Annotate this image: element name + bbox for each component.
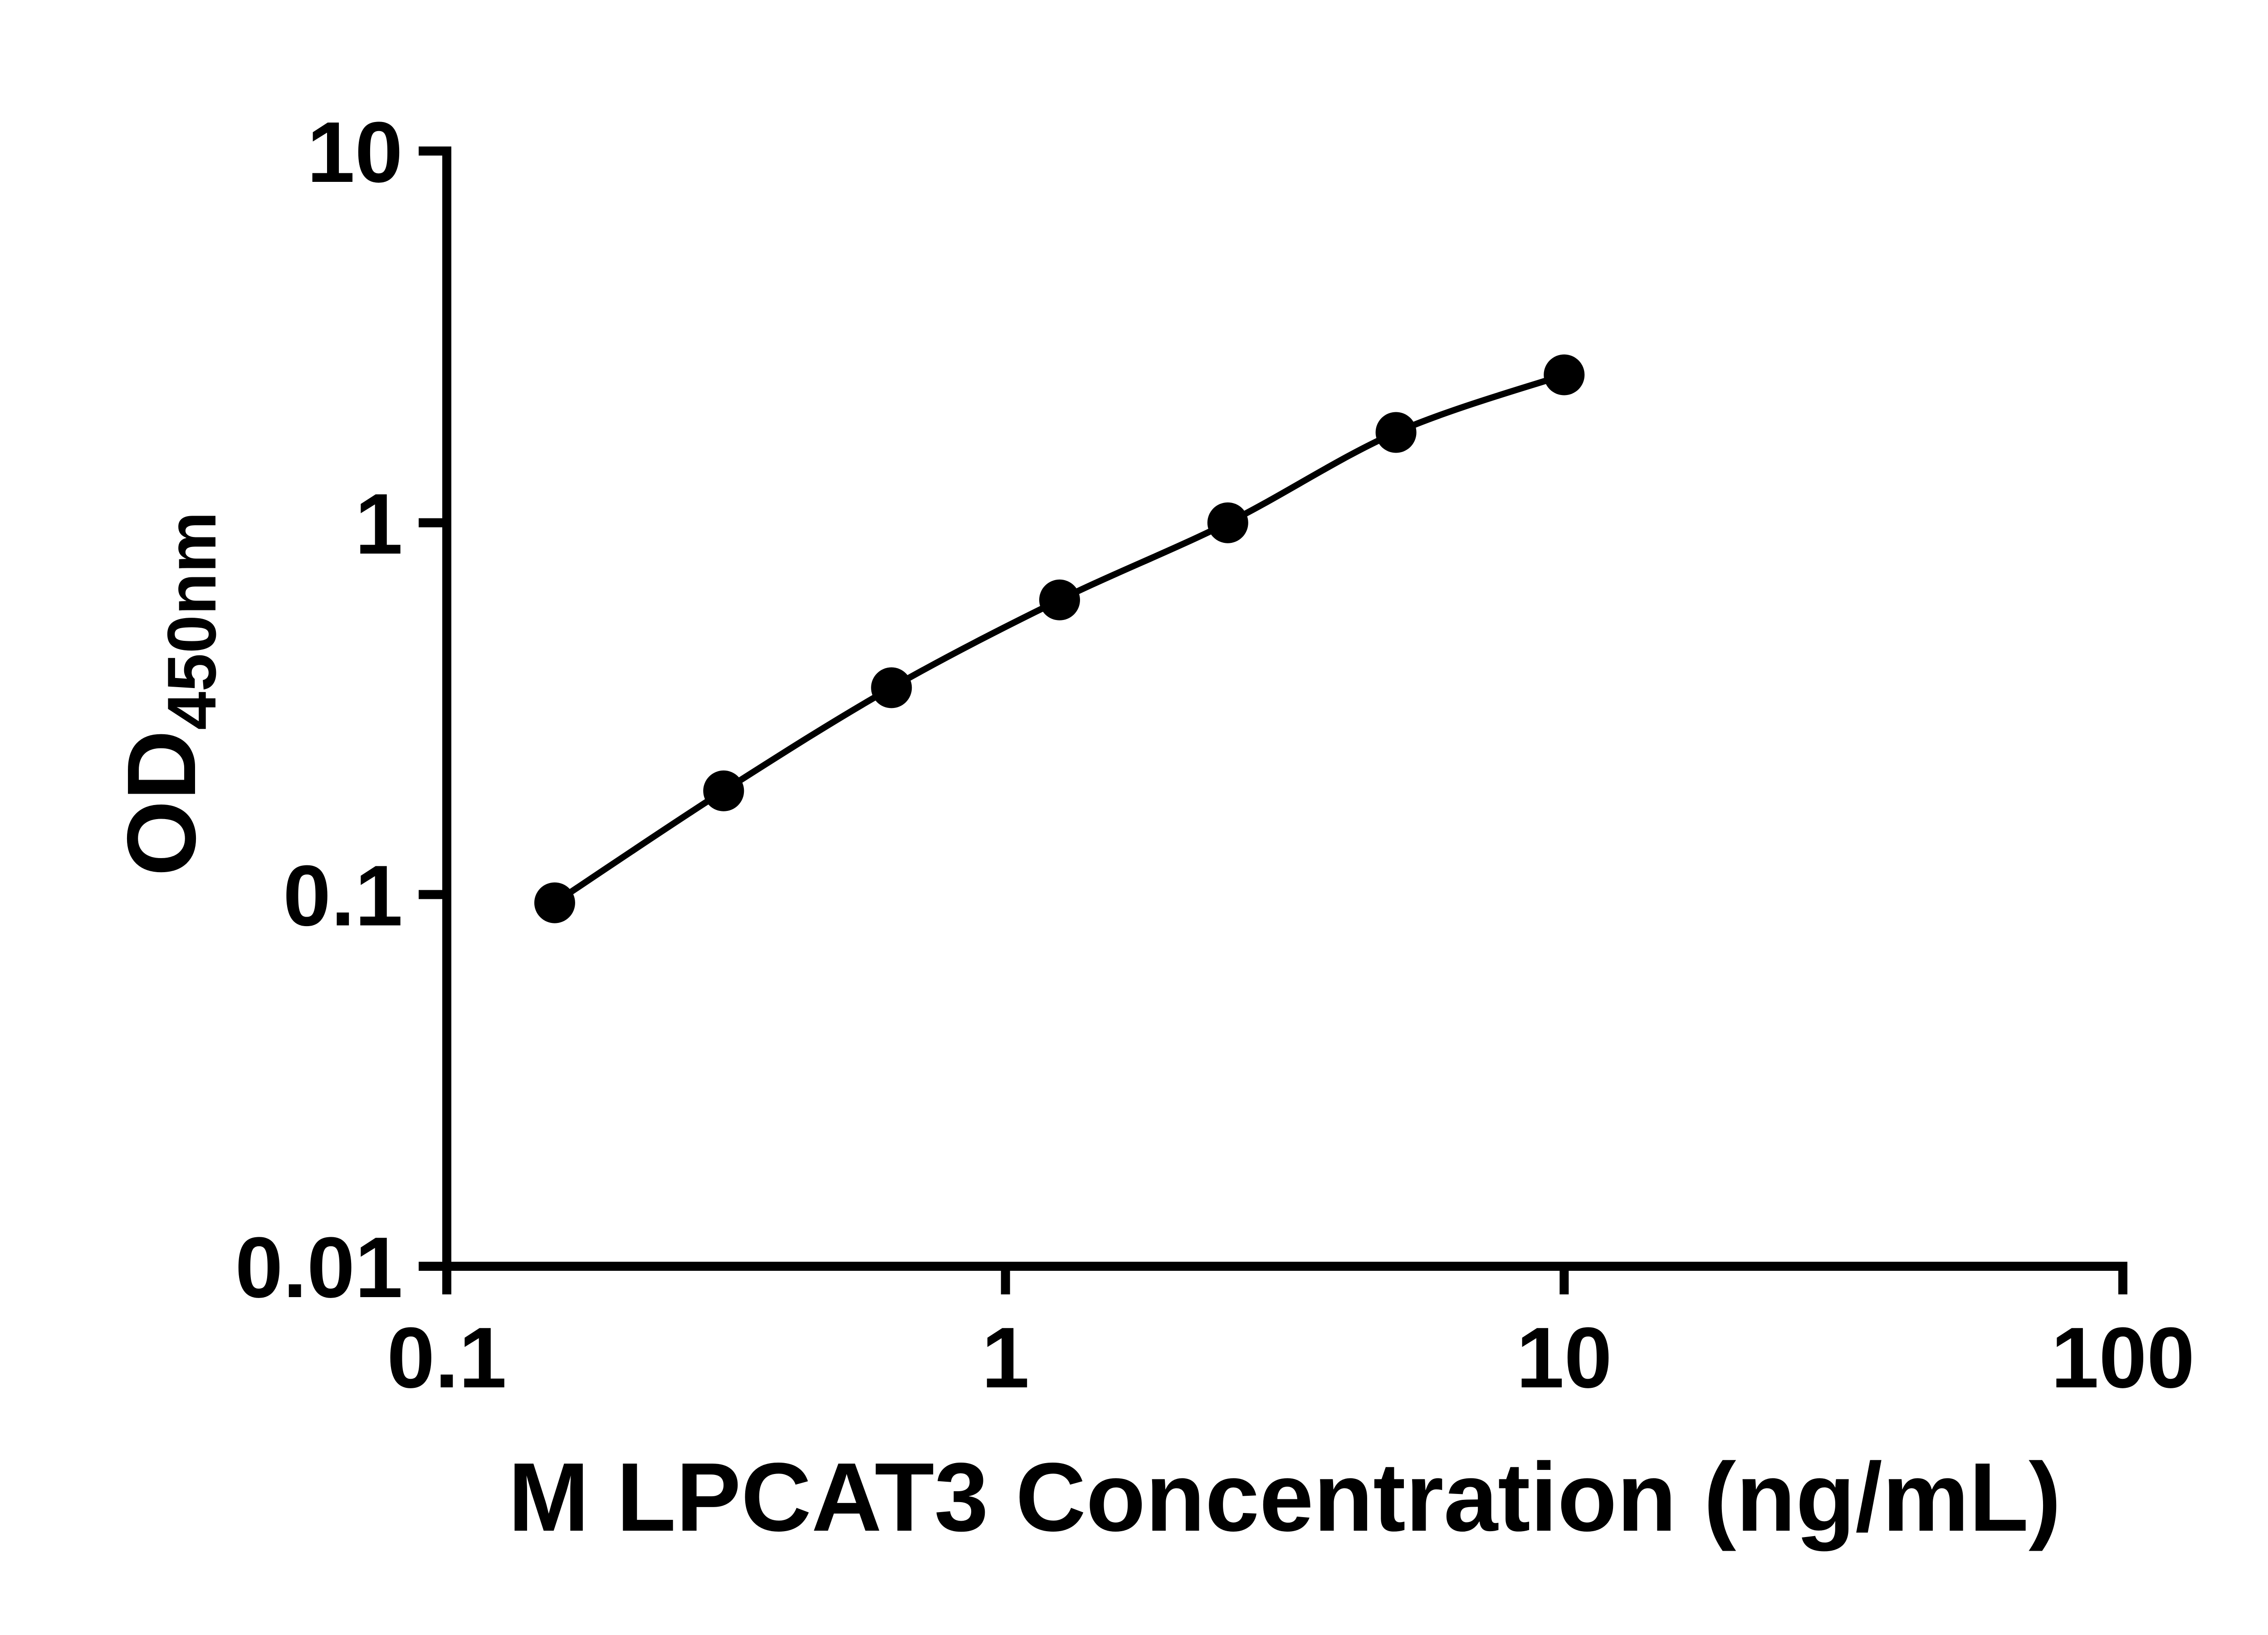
data-point-marker (703, 770, 744, 811)
y-axis-title-main: OD (107, 730, 216, 877)
y-tick-label: 0.01 (235, 1220, 403, 1316)
data-point-marker (1207, 502, 1248, 543)
data-point-marker (534, 882, 575, 923)
x-tick-label: 100 (2051, 1310, 2195, 1406)
standard-curve-line (553, 371, 1565, 906)
data-point-marker (1544, 354, 1585, 395)
y-axis-title-sub: 450nm (153, 512, 230, 730)
x-tick-label: 10 (1516, 1310, 1612, 1406)
data-point-marker (1039, 579, 1080, 620)
y-tick-label: 0.1 (283, 848, 403, 944)
x-tick-label: 0.1 (387, 1310, 507, 1406)
y-tick-label: 10 (307, 104, 403, 200)
x-axis-title: M LPCAT3 Concentration (ng/mL) (508, 1442, 2061, 1552)
data-series-layer (534, 354, 1585, 923)
data-point-marker (871, 667, 912, 708)
x-tick-label: 1 (982, 1310, 1030, 1406)
y-axis-title: OD450nm (107, 512, 230, 876)
y-tick-label: 1 (355, 476, 403, 572)
data-point-marker (1375, 412, 1417, 453)
